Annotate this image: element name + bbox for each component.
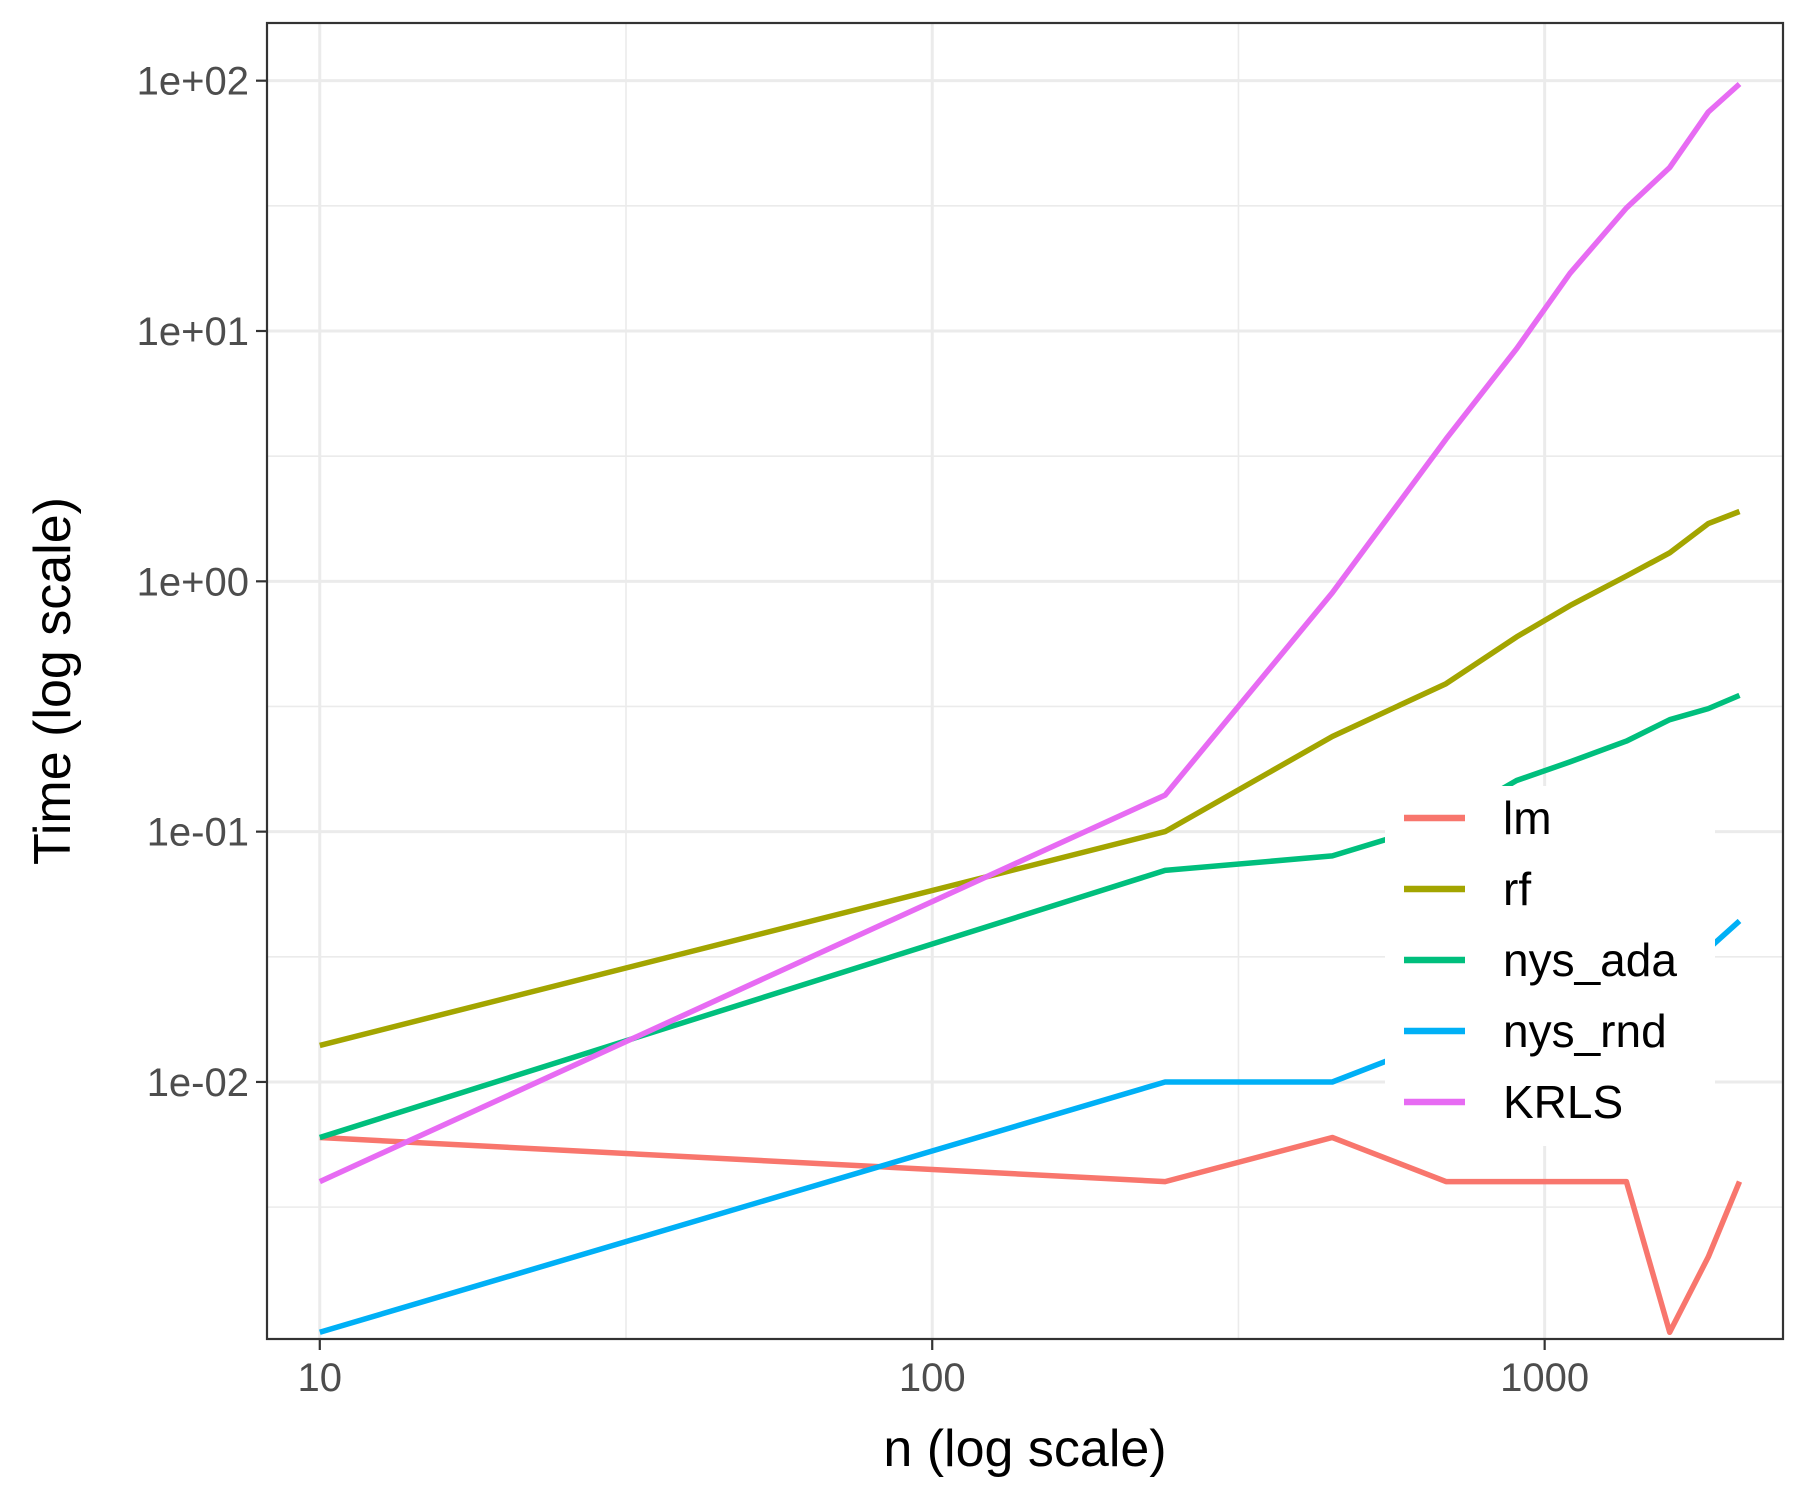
series-line-nys_ada — [318, 692, 1741, 1141]
legend: lm rf nys_ada nys_rnd KRLS — [1385, 786, 1715, 1146]
y-tick-label: 1e-02 — [147, 1061, 249, 1105]
legend-background — [1385, 786, 1715, 1146]
y-tick-label: 1e-01 — [147, 811, 249, 855]
legend-label-nys_rnd: nys_rnd — [1503, 1005, 1667, 1057]
x-tick-label: 10 — [298, 1356, 343, 1400]
series-line-rf — [319, 508, 1741, 1049]
grid-minor — [267, 23, 1783, 1339]
y-axis-title: Time (log scale) — [24, 497, 82, 865]
series-line-KRLS — [318, 81, 1742, 1185]
y-tick-label: 1e+01 — [137, 310, 249, 354]
x-tick-label: 100 — [899, 1356, 966, 1400]
x-axis-title: n (log scale) — [883, 1420, 1166, 1478]
legend-label-lm: lm — [1503, 792, 1552, 844]
legend-label-nys_ada: nys_ada — [1503, 934, 1677, 986]
plot-border — [265, 21, 1785, 1341]
legend-label-KRLS: KRLS — [1503, 1076, 1623, 1128]
series-line-lm — [319, 1134, 1743, 1336]
x-axis: 10 100 1000 — [298, 1339, 1589, 1400]
legend-label-rf: rf — [1503, 863, 1531, 915]
y-axis: 1e-02 1e-01 1e+00 1e+01 1e+02 — [137, 60, 267, 1105]
y-tick-label: 1e+00 — [137, 560, 249, 604]
x-tick-label: 1000 — [1500, 1356, 1589, 1400]
y-tick-label: 1e+02 — [137, 60, 249, 104]
